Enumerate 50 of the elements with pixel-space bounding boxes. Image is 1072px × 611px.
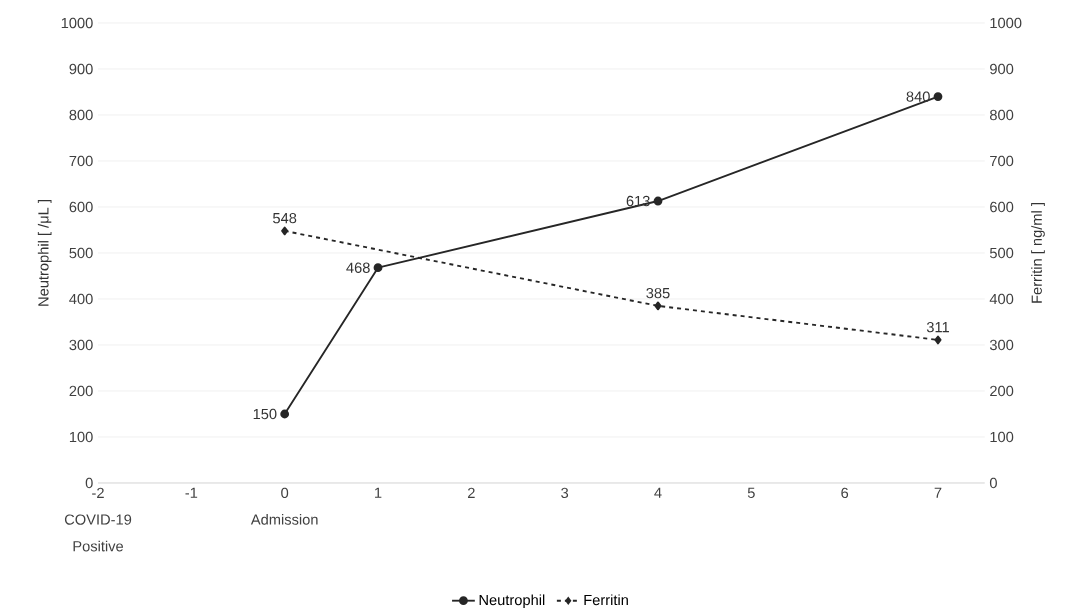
x-tick-label: 2	[467, 487, 475, 498]
y-tick-label: 700	[69, 155, 93, 167]
point	[280, 409, 290, 419]
x-tick-label: 0 Admission	[250, 487, 318, 525]
y2-tick-label: 0	[989, 477, 997, 489]
point	[281, 226, 289, 236]
y2-tick-label: 900	[990, 63, 1014, 75]
point	[934, 335, 942, 345]
y-tick-label: 1000	[61, 17, 93, 29]
x-tick-label: 7	[934, 487, 942, 498]
x-tick-label: 1	[375, 487, 382, 498]
point	[653, 196, 663, 206]
y-tick-label: 200	[69, 385, 93, 397]
legend-label: Ferritin	[584, 594, 628, 606]
y-tick-label: 300	[69, 339, 93, 351]
x-tick-label: 6	[841, 487, 849, 499]
y2-tick-label: 800	[990, 109, 1014, 121]
y-tick-label: 0	[85, 477, 93, 489]
y2-tick-label: 600	[990, 201, 1014, 213]
x-tick-label: 5	[747, 487, 755, 498]
y2-axis-title: Ferritin [ ng/ml ]	[1031, 203, 1045, 303]
data-label: 840	[906, 91, 930, 102]
y-tick-label: 900	[69, 63, 93, 75]
y-axis-title: Neutrophil [ /μL ]	[37, 200, 52, 306]
y2-tick-label: 100	[990, 431, 1014, 443]
data-label: 613	[626, 195, 650, 207]
y-tick-label: 100	[69, 431, 93, 443]
x-tick-label: -1	[185, 487, 198, 498]
y2-tick-label: 500	[989, 247, 1014, 259]
point	[373, 263, 383, 273]
y2-tick-label: 1000	[990, 17, 1022, 29]
data-label: 150	[253, 408, 277, 420]
point	[933, 92, 943, 101]
y2-tick-label: 700	[990, 155, 1014, 167]
legend-label: Neutrophil	[479, 594, 545, 609]
data-label: 385	[646, 287, 670, 299]
y2-tick-label: 300	[989, 339, 1014, 351]
y2-tick-label: 400	[989, 293, 1014, 305]
data-label: 548	[273, 212, 297, 224]
y-tick-label: 500	[69, 247, 93, 259]
x-tick-label: -2 COVID-19 Positive	[64, 487, 132, 552]
y-tick-label: 600	[69, 201, 93, 213]
data-label: 468	[346, 262, 370, 273]
y2-tick-label: 200	[990, 385, 1014, 397]
data-label: 311	[926, 321, 949, 333]
x-tick-label: 4	[654, 487, 662, 498]
x-tick-label: 3	[561, 487, 569, 499]
y-tick-label: 400	[69, 293, 93, 305]
point	[654, 301, 662, 311]
y-tick-label: 800	[69, 109, 93, 121]
